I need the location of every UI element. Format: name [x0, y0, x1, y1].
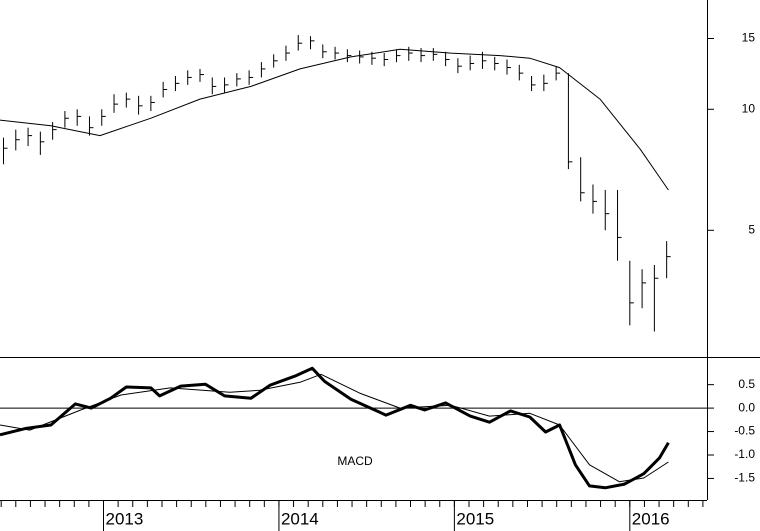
line — [0, 373, 669, 483]
y-tick-label: 15 — [742, 31, 756, 45]
x-tick-label: 2014 — [281, 509, 319, 528]
y-tick-label: 0.5 — [738, 377, 755, 391]
y-tick-label: -0.5 — [734, 424, 755, 438]
line — [0, 366, 670, 490]
x-tick-label: 2016 — [632, 509, 670, 528]
x-tick-label: 2015 — [456, 509, 494, 528]
y-tick-label: -1.5 — [734, 471, 755, 485]
y-tick-label: 10 — [742, 101, 756, 115]
x-tick-label: 2013 — [106, 509, 144, 528]
line — [0, 48, 669, 191]
y-tick-label: -1.0 — [734, 447, 755, 461]
y-tick-label: 0.0 — [738, 400, 755, 414]
y-tick-label: 5 — [748, 222, 755, 236]
panel-label: MACD — [337, 454, 373, 468]
